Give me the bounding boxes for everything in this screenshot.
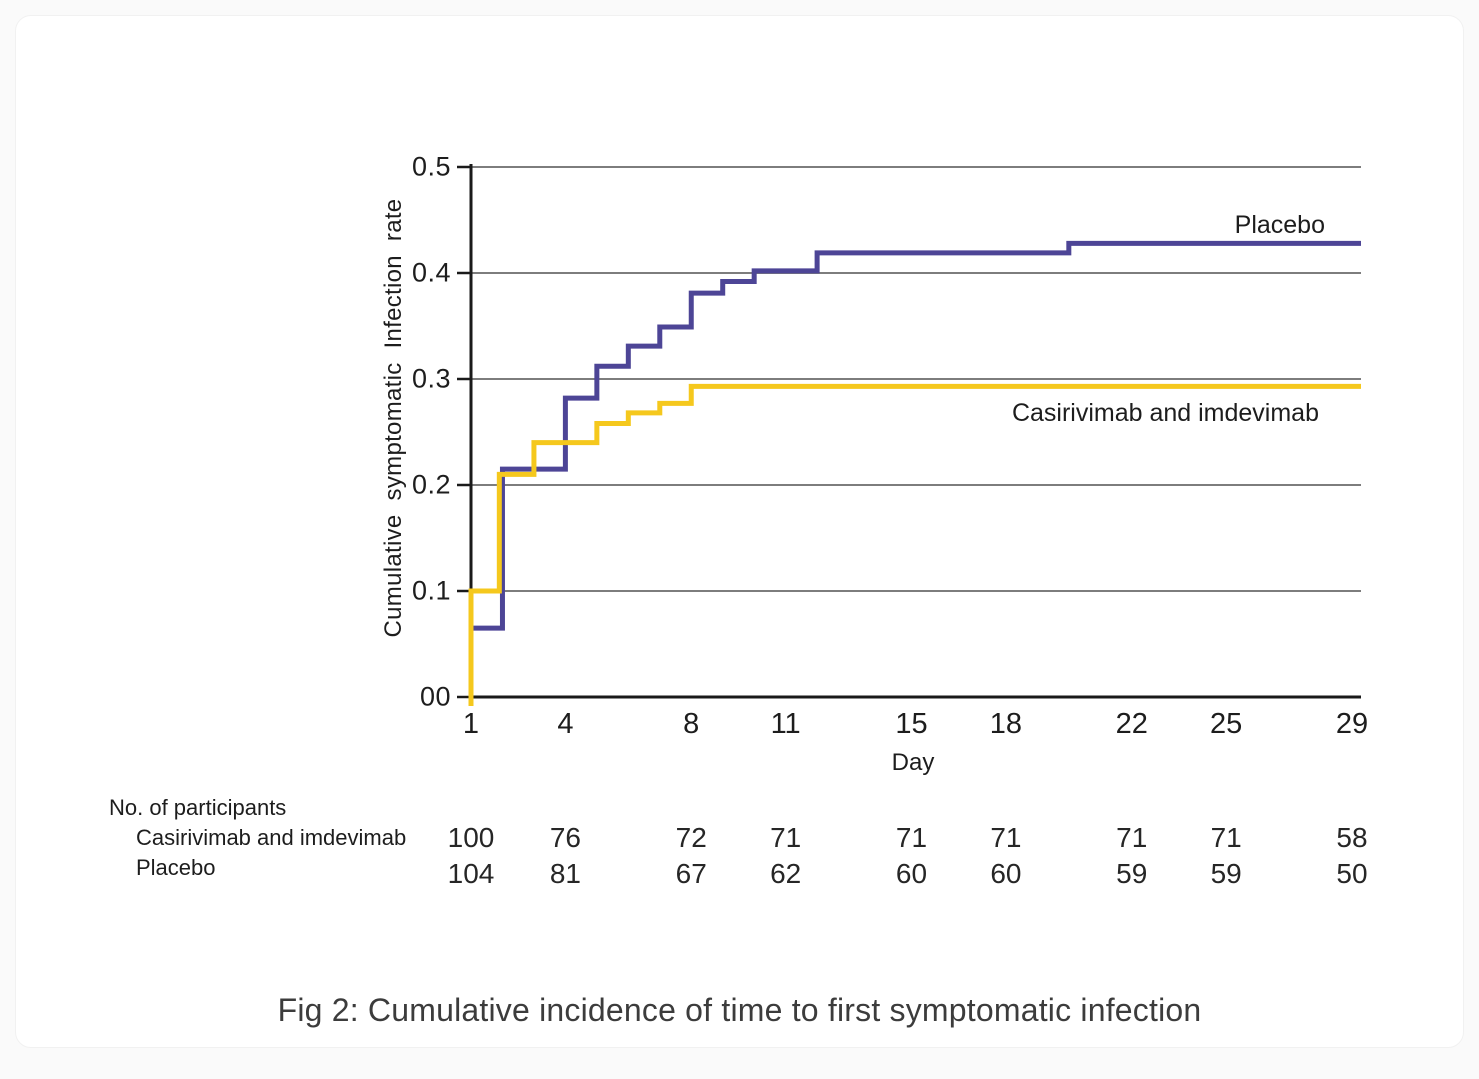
participants-table-header: No. of participants (109, 795, 287, 820)
x-tick-label: 29 (1335, 708, 1369, 740)
participant-count: 62 (770, 858, 802, 889)
participant-count: 72 (675, 822, 707, 853)
series-line-placebo (471, 240, 1361, 631)
participants-row-label-casirivimab: Casirivimab and imdevimab (136, 825, 407, 850)
participant-count: 81 (549, 858, 581, 889)
series-label-casirivimab: Casirivimab and imdevimab (1011, 399, 1319, 427)
y-axis-title: Cumulative symptomatic Infection rate (380, 198, 407, 638)
participant-count: 59 (1116, 858, 1148, 889)
x-tick-label: 18 (989, 708, 1023, 740)
participant-count: 67 (675, 858, 707, 889)
x-tick-label: 8 (683, 708, 700, 740)
series-label-placebo: Placebo (1234, 211, 1325, 239)
series-line-casirivimab-and-imdevimab (468, 383, 1361, 706)
figure-card: Cumulative symptomatic Infection rate 0.… (15, 15, 1464, 1048)
x-tick-label: 25 (1210, 708, 1243, 740)
participant-count: 71 (770, 822, 802, 853)
y-tick-label: 00 (419, 681, 451, 712)
x-tick-label: 15 (895, 708, 928, 740)
participant-count: 71 (895, 822, 928, 853)
participant-count: 71 (990, 822, 1022, 853)
participant-count: 50 (1336, 858, 1368, 889)
x-tick-label: 11 (770, 708, 801, 740)
figure-caption: Fig 2: Cumulative incidence of time to f… (277, 992, 1202, 1028)
y-tick-label: 0.3 (411, 363, 451, 394)
participant-count: 100 (447, 822, 495, 853)
participants-row-label-placebo: Placebo (136, 855, 216, 880)
participant-count: 58 (1336, 822, 1368, 853)
participant-count: 71 (1210, 822, 1242, 853)
y-tick-label: 0.5 (411, 151, 451, 182)
y-tick-label: 0.1 (411, 575, 451, 606)
participant-count: 60 (895, 858, 928, 889)
y-tick-label: 0.2 (411, 469, 451, 500)
y-tick-label: 0.4 (411, 257, 451, 288)
chart-canvas (457, 164, 1361, 706)
x-tick-label: 4 (557, 708, 574, 740)
participants-values-placebo: 104 81 67 62 60 60 59 59 50 (16, 858, 1479, 892)
x-axis-title: Day (891, 749, 935, 776)
participant-count: 59 (1210, 858, 1242, 889)
x-tick-label: 22 (1115, 708, 1148, 740)
participants-values-casirivimab: 100 76 72 71 71 71 71 71 58 (16, 822, 1479, 856)
participant-count: 104 (447, 858, 495, 889)
participant-count: 60 (990, 858, 1022, 889)
x-tick-label: 1 (462, 708, 480, 740)
participant-count: 71 (1116, 822, 1148, 853)
participant-count: 76 (549, 822, 581, 853)
